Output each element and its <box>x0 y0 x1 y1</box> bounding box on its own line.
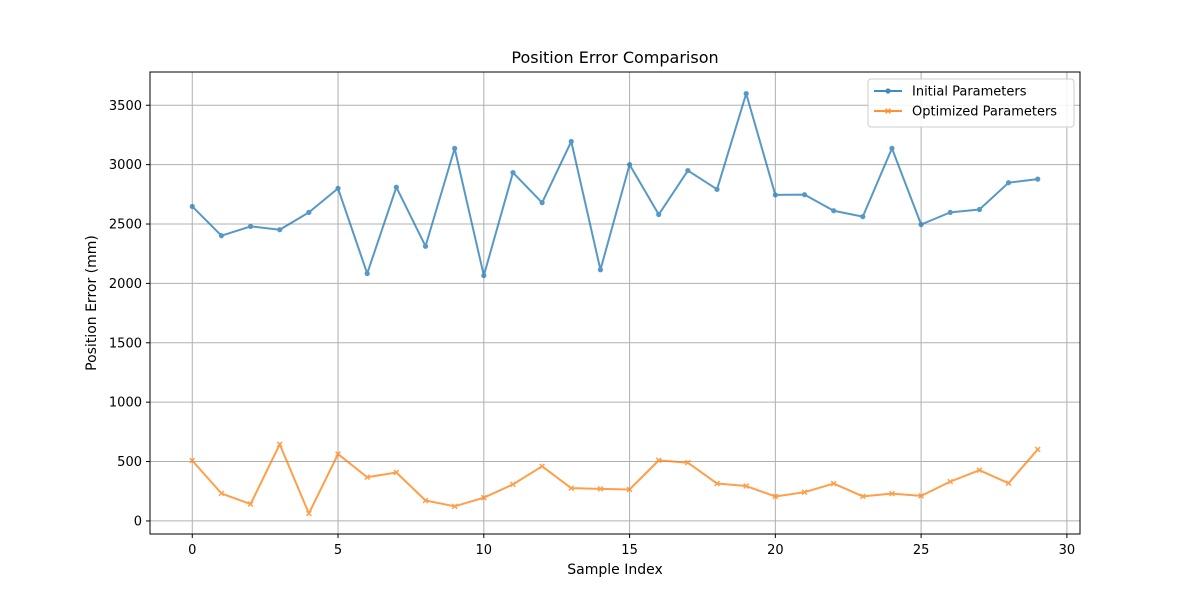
series-line <box>191 92 1038 277</box>
data-point <box>626 162 633 168</box>
data-point <box>481 272 487 279</box>
y-tick-label: 2500 <box>109 218 142 233</box>
data-point <box>1005 180 1012 186</box>
ticks: 0 5 10 15 20 25 30 0 500 1000 1500 2000 2500 3000 3500 <box>109 99 1075 558</box>
data-point <box>1035 176 1041 182</box>
chart-title: Position Error Comparison <box>511 48 718 67</box>
series-initial <box>189 91 1041 279</box>
data-point <box>568 138 574 145</box>
data-point <box>422 497 429 504</box>
data-point <box>510 169 516 176</box>
data-point <box>422 243 429 249</box>
data-point <box>918 221 924 228</box>
data-point <box>306 209 312 215</box>
legend-box <box>867 78 1075 128</box>
data-point <box>364 474 371 481</box>
x-tick-label: 0 <box>188 543 196 558</box>
data-point <box>218 233 225 239</box>
data-point <box>743 483 750 489</box>
x-tick-label: 20 <box>767 543 784 558</box>
legend-swatch <box>874 108 902 114</box>
data-point <box>976 467 983 474</box>
data-point <box>277 227 283 233</box>
data-point <box>656 211 662 218</box>
data-point <box>889 490 895 497</box>
data-point <box>276 441 283 448</box>
data-point <box>626 486 633 493</box>
data-point <box>364 270 370 277</box>
data-point <box>831 208 837 214</box>
data-point <box>597 267 604 273</box>
legend-marker <box>885 108 891 114</box>
series-optimized <box>189 441 1041 517</box>
data-point <box>539 463 546 470</box>
data-point <box>889 145 895 151</box>
plot-frame <box>149 71 1081 535</box>
data-point <box>452 145 458 151</box>
data-point <box>976 206 983 213</box>
data-point <box>335 185 341 191</box>
data-point <box>655 457 662 464</box>
x-tick-label: 15 <box>621 543 638 558</box>
data-point <box>393 184 399 190</box>
series-layer <box>189 91 1041 517</box>
data-point <box>1005 480 1012 487</box>
data-point <box>743 91 749 97</box>
data-point <box>247 501 254 508</box>
data-point <box>714 186 720 192</box>
data-point <box>539 200 545 206</box>
data-point <box>189 457 196 464</box>
data-point <box>801 192 808 198</box>
y-tick-label: 1500 <box>109 336 142 351</box>
data-point <box>947 209 953 215</box>
data-point <box>859 493 866 500</box>
legend-marker <box>885 88 891 94</box>
legend: Initial Parameters Optimized Parameters <box>867 78 1075 128</box>
data-point <box>860 214 866 220</box>
legend-label: Initial Parameters <box>912 85 1027 100</box>
data-point <box>801 489 808 496</box>
data-point <box>480 494 487 501</box>
data-point <box>451 503 458 510</box>
data-point <box>830 480 837 487</box>
data-point <box>772 493 779 500</box>
x-axis-label: Sample Index <box>567 562 662 578</box>
data-point <box>568 485 575 492</box>
data-point <box>1034 446 1041 453</box>
x-tick-label: 25 <box>913 543 930 558</box>
data-point <box>335 451 341 458</box>
legend-swatch <box>874 88 902 94</box>
data-point <box>247 223 254 229</box>
y-tick-label: 2000 <box>109 277 142 292</box>
series-line <box>191 443 1039 515</box>
x-tick-label: 10 <box>476 543 493 558</box>
data-point <box>218 490 225 497</box>
data-point <box>597 485 604 492</box>
data-point <box>305 510 312 517</box>
x-tick-label: 30 <box>1059 543 1076 558</box>
data-point <box>510 481 516 488</box>
y-tick-label: 0 <box>134 514 142 529</box>
y-tick-label: 3500 <box>109 99 142 114</box>
y-tick-label: 500 <box>117 455 142 470</box>
x-tick-label: 5 <box>334 543 342 558</box>
y-axis-label: Position Error (mm) <box>84 235 100 371</box>
legend-label: Optimized Parameters <box>912 105 1057 120</box>
data-point <box>685 167 691 174</box>
y-tick-label: 3000 <box>109 158 142 173</box>
data-point <box>189 203 195 210</box>
data-point <box>393 469 400 476</box>
data-point <box>684 459 691 466</box>
grid <box>150 72 1080 534</box>
data-point <box>918 492 925 499</box>
y-tick-label: 1000 <box>109 396 142 411</box>
data-point <box>714 480 720 487</box>
data-point <box>772 192 778 198</box>
data-point <box>947 478 954 485</box>
